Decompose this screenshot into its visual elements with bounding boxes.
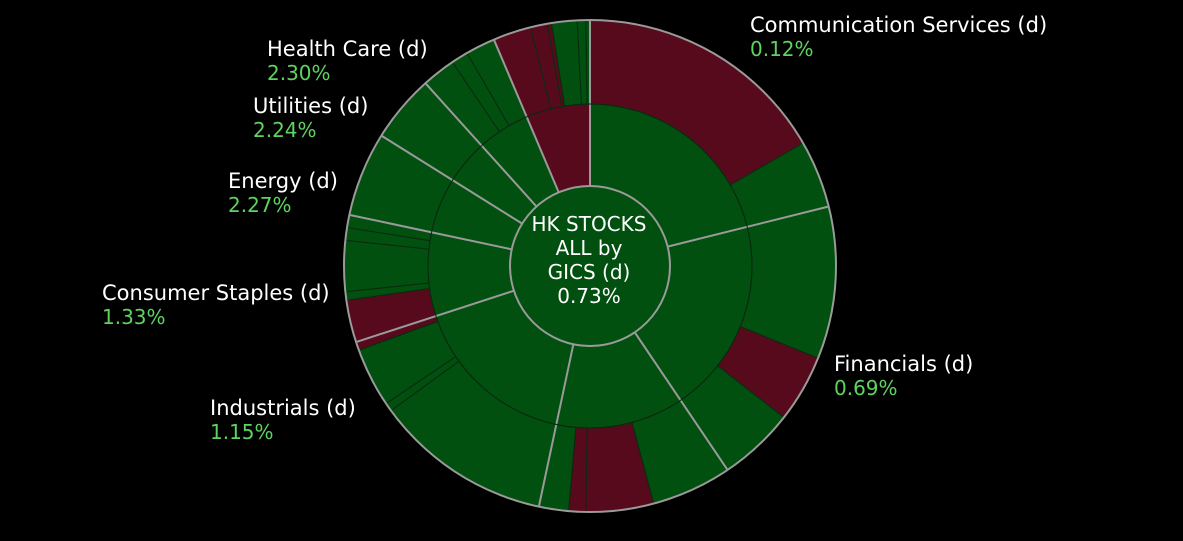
sector-divider-line [380,134,523,225]
sector-divider-line [537,344,575,507]
sector-change: 2.24% [253,118,317,142]
sector-name: Industrials (d) [210,396,356,420]
sector-change: 0.12% [750,37,814,61]
label-energy[interactable]: Energy (d) 2.27% [228,169,338,217]
label-industrials[interactable]: Industrials (d) 1.15% [210,396,356,444]
sector-name: Energy (d) [228,169,338,193]
sector-name: Utilities (d) [253,94,369,118]
sector-change: 1.33% [102,305,166,329]
center-line-1: HK STOCKS [531,212,647,236]
sector-change: 1.15% [210,420,274,444]
outer-ring [343,19,837,513]
sector-divider-line [424,82,538,208]
sector-divider-line [667,205,829,248]
label-communication-services[interactable]: Communication Services (d) 0.12% [750,13,1047,61]
center-line-2: ALL by [555,236,623,260]
sector-change: 0.69% [834,376,898,400]
sunburst-segments [343,19,837,513]
sector-name: Financials (d) [834,352,974,376]
sector-name: Communication Services (d) [750,13,1048,37]
sector-divider-line [349,213,512,251]
middle-ring [427,103,753,429]
sector-dividers [349,20,829,507]
sector-divider-line [633,331,729,471]
sector-change: 2.30% [267,61,331,85]
label-utilities[interactable]: Utilities (d) 2.24% [253,94,368,142]
sector-name: Consumer Staples (d) [102,281,330,305]
center-label: HK STOCKS ALL by GICS (d) 0.73% [509,212,669,308]
sector-divider-line [492,39,560,193]
label-consumer-staples[interactable]: Consumer Staples (d) 1.33% [102,281,330,329]
label-health-care[interactable]: Health Care (d) 2.30% [267,37,428,85]
sector-change: 2.27% [228,193,292,217]
center-line-3: GICS (d) [547,260,631,284]
center-value: 0.73% [557,284,621,308]
center-circle[interactable] [509,185,671,347]
label-financials[interactable]: Financials (d) 0.69% [834,352,973,400]
sector-name: Health Care (d) [267,37,428,61]
sector-divider-line [355,289,515,343]
